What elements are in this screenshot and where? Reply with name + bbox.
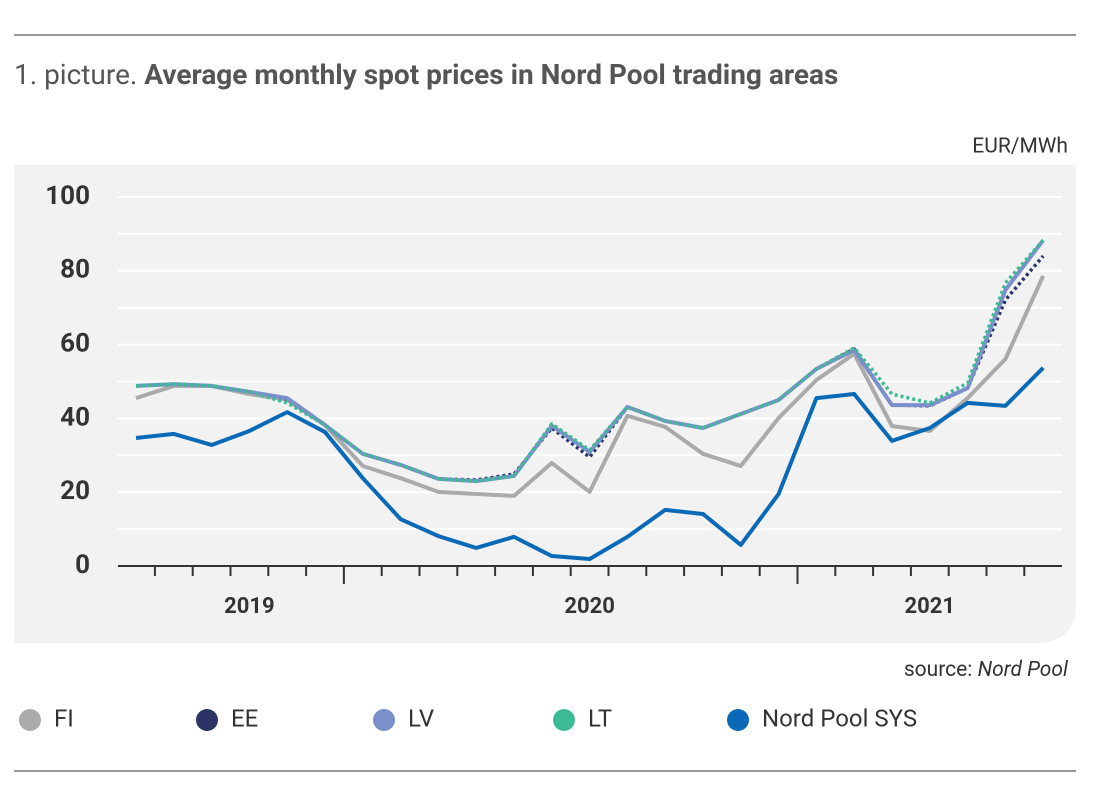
y-tick-label: 0 [75, 550, 90, 580]
series-line [135, 366, 1045, 561]
source: source: Nord Pool [904, 658, 1069, 682]
legend-label: FI [54, 704, 74, 732]
series-line [135, 239, 1045, 483]
legend-marker [196, 709, 218, 731]
legend-marker [373, 709, 395, 731]
legend-label: EE [231, 704, 258, 732]
title-label: 1. picture. [14, 58, 137, 91]
source-name: Nord Pool [978, 658, 1069, 682]
source-label: source: [904, 658, 973, 682]
y-tick-label: 20 [60, 476, 90, 506]
legend-label: LT [588, 704, 612, 732]
y-tick-label: 100 [45, 181, 90, 211]
plot-background [14, 165, 1076, 643]
y-tick-label: 80 [60, 255, 90, 285]
legend-marker [727, 709, 749, 731]
y-tick-label: 60 [60, 328, 90, 358]
legend-label: Nord Pool SYS [762, 704, 917, 732]
unit-label: EUR/MWh [972, 135, 1068, 159]
y-tick-label: 40 [60, 402, 90, 432]
x-tick-label: 2021 [905, 594, 956, 619]
x-tick-label: 2019 [224, 594, 275, 619]
series-line [135, 238, 1045, 484]
title: 1. picture. Average monthly spot prices … [14, 58, 838, 91]
legend-marker [19, 709, 41, 731]
legend-marker [553, 709, 575, 731]
x-tick-label: 2020 [564, 594, 615, 619]
title-text: Average monthly spot prices in Nord Pool… [144, 58, 838, 91]
legend-label: LV [408, 704, 434, 732]
